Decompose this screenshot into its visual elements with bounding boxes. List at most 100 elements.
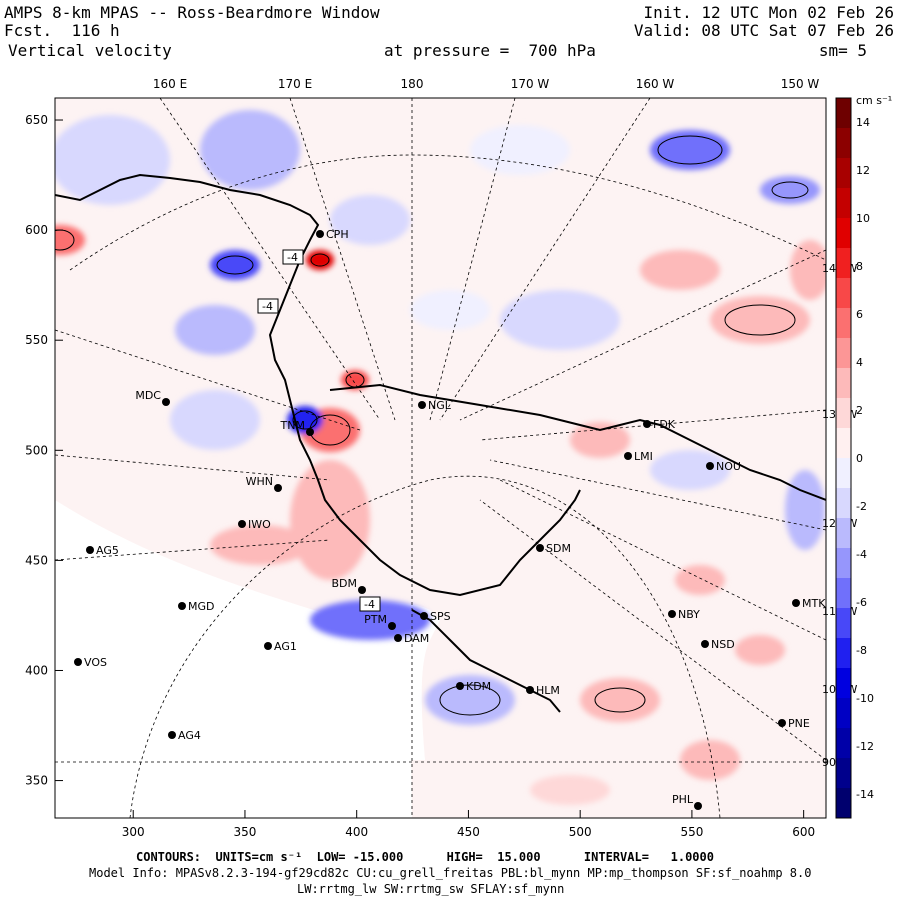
- colorbar-label: 8: [856, 260, 863, 273]
- colorbar-cell: [836, 368, 851, 399]
- station-label: NSD: [711, 638, 735, 651]
- ice-shelf-lower: [55, 640, 412, 818]
- station-markers: MDC CPH NGL FDK LMI NOU WHN IWO AG5 SDM BDM MGD SPS P…: [74, 228, 826, 810]
- station-marker: [394, 634, 402, 642]
- station-label: PNE: [788, 717, 810, 730]
- colorbar-cell: [836, 188, 851, 219]
- longitude-labels: 160 E 170 E 180 170 W 160 W 150 W: [153, 77, 820, 91]
- station-marker: [238, 520, 246, 528]
- colorbar-cell: [836, 308, 851, 339]
- station-marker: [526, 686, 534, 694]
- forecast-label: Fcst. 116 h: [4, 22, 120, 40]
- station-label: FDK: [653, 418, 676, 431]
- station-label: PTM: [364, 613, 387, 626]
- contour-box-label: -4: [287, 251, 298, 264]
- station-marker: [168, 731, 176, 739]
- colorbar-cell: [836, 428, 851, 459]
- station-label: AG5: [96, 544, 119, 557]
- y-tick-label: 600: [25, 223, 48, 237]
- station-label: WHN: [246, 475, 273, 488]
- x-axis: 300 350 400 450 500 550 600: [122, 810, 815, 839]
- station-label: KDM: [466, 680, 491, 693]
- station-label: SPS: [430, 610, 451, 623]
- station-marker: [420, 612, 428, 620]
- colorbar-label: 10: [856, 212, 870, 225]
- station-label: AG4: [178, 729, 201, 742]
- station-marker: [701, 640, 709, 648]
- longitude-label: 170 W: [511, 77, 550, 91]
- plot-frame: [54, 97, 827, 819]
- contour-box-label: -4: [262, 300, 273, 313]
- station-marker: [274, 484, 282, 492]
- colorbar-cell: [836, 248, 851, 279]
- fcst-value: 116 h: [71, 21, 120, 40]
- station-label: NGL: [428, 399, 452, 412]
- station-marker: [624, 452, 632, 460]
- contour-box-label: -4: [364, 598, 375, 611]
- plot-title: AMPS 8-km MPAS -- Ross-Beardmore Window: [4, 3, 380, 22]
- station-marker: [694, 802, 702, 810]
- colorbar-cell: [836, 578, 851, 609]
- x-tick-label: 550: [680, 825, 703, 839]
- colorbar-label: -14: [856, 788, 874, 801]
- y-tick-label: 650: [25, 113, 48, 127]
- colorbar-cell: [836, 488, 851, 519]
- station-label: BDM: [331, 577, 357, 590]
- colorbar-cell: [836, 458, 851, 489]
- valid-time: Valid: 08 UTC Sat 07 Feb 26: [633, 21, 894, 40]
- colorbar-cell: [836, 398, 851, 429]
- x-tick-label: 300: [122, 825, 145, 839]
- y-tick-label: 350: [25, 774, 48, 788]
- colorbar-label: 6: [856, 308, 863, 321]
- station-marker: [418, 401, 426, 409]
- station-marker: [668, 610, 676, 618]
- colorbar-cell: [836, 98, 851, 129]
- colorbar-cell: [836, 278, 851, 309]
- model-info: Model Info: MPASv8.2.3-194-gf29cd82c CU:…: [89, 866, 812, 880]
- colorbar-cell: [836, 128, 851, 159]
- station-label: MGD: [188, 600, 215, 613]
- station-marker: [536, 544, 544, 552]
- colorbar-label: -8: [856, 644, 867, 657]
- colorbar-label: -4: [856, 548, 867, 561]
- station-label: IWO: [248, 518, 271, 531]
- station-label: LMI: [634, 450, 653, 463]
- contour-value-boxes: -4 -4 -4: [257, 249, 381, 612]
- colorbar-cell: [836, 728, 851, 759]
- y-axis: 650 600 550 500 450 400 350: [25, 113, 63, 788]
- smoothing-level: sm= 5: [818, 41, 867, 60]
- station-marker: [388, 622, 396, 630]
- colorbar-cell: [836, 758, 851, 789]
- station-label: NOU: [716, 460, 741, 473]
- station-marker: [306, 428, 314, 436]
- colorbar-cell: [836, 338, 851, 369]
- colorbar-units: cm s⁻¹: [856, 94, 892, 107]
- station-label: CPH: [326, 228, 349, 241]
- station-marker: [178, 602, 186, 610]
- colorbar-label: -12: [856, 740, 874, 753]
- colorbar-label: -2: [856, 500, 867, 513]
- longitude-label: 150 W: [781, 77, 820, 91]
- init-time: Init. 12 UTC Mon 02 Feb 26: [643, 3, 894, 22]
- longitude-label: 160 W: [636, 77, 675, 91]
- station-label: DAM: [404, 632, 429, 645]
- colorbar-cell: [836, 158, 851, 189]
- colorbar-cell: [836, 218, 851, 249]
- station-label: HLM: [536, 684, 560, 697]
- x-tick-label: 350: [234, 825, 257, 839]
- station-marker: [456, 682, 464, 690]
- colorbar-label: 2: [856, 404, 863, 417]
- station-marker: [74, 658, 82, 666]
- longitude-label: 180: [401, 77, 424, 91]
- colorbar-cell: [836, 608, 851, 639]
- colorbar-label: -10: [856, 692, 874, 705]
- colorbar-label: 0: [856, 452, 863, 465]
- station-label: MDC: [135, 389, 161, 402]
- station-marker: [643, 420, 651, 428]
- colorbar-cell: [836, 698, 851, 729]
- colorbar-cell: [836, 788, 851, 819]
- station-label: NBY: [678, 608, 700, 621]
- longitude-label: 170 E: [278, 77, 312, 91]
- station-marker: [792, 599, 800, 607]
